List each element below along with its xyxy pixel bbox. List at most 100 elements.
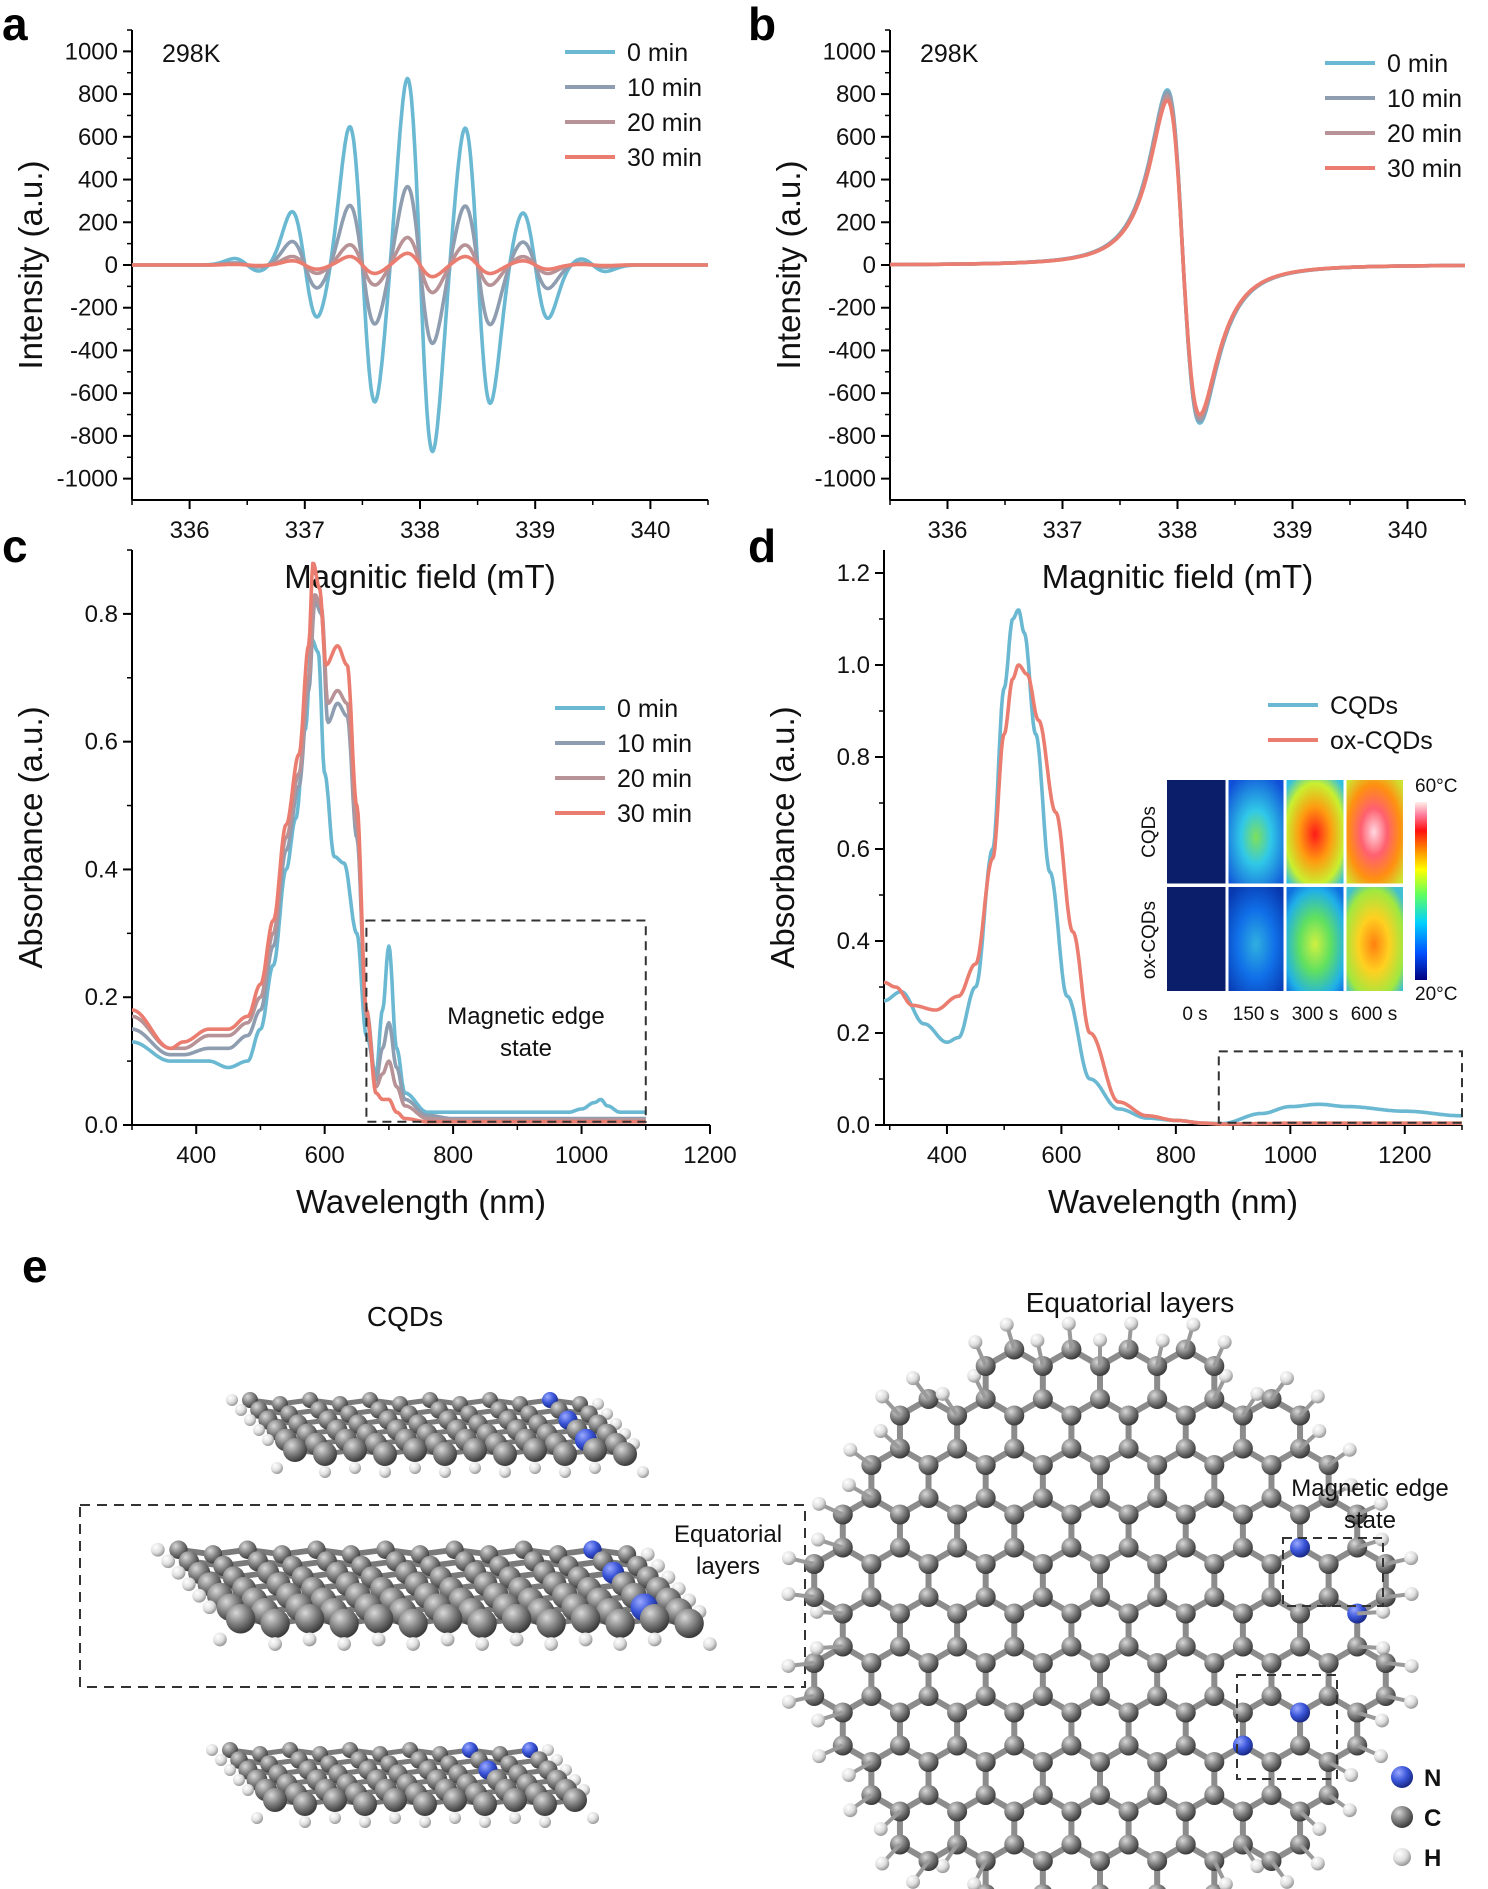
hydrogen-atom (406, 1637, 420, 1651)
series-line-30-min (131, 561, 647, 1124)
hydrogen-atom (587, 1812, 599, 1824)
y-tick-label: 400 (78, 167, 118, 194)
carbon-atom (1148, 1884, 1166, 1889)
carbon-atom (493, 1442, 517, 1466)
carbon-atom (1090, 1851, 1110, 1871)
carbon-atom (1004, 1603, 1025, 1624)
carbon-atom (563, 1788, 587, 1812)
y-axis-title: Intensity (a.u.) (12, 160, 49, 369)
carbon-atom (1261, 1455, 1282, 1475)
hydrogen-atom (1218, 1877, 1233, 1889)
y-tick-label: -800 (70, 423, 118, 450)
legend-entry: 20 min (1387, 120, 1462, 148)
carbon-atom (1261, 1686, 1282, 1706)
equatorial-layers-label-line1: Equatorial (674, 1521, 782, 1548)
carbon-atom (1061, 1735, 1082, 1756)
hydrogen-atom (781, 1694, 796, 1709)
carbon-atom (1175, 1504, 1196, 1525)
cqds-stacked-layers-model (150, 1392, 717, 1828)
carbon-atom (1261, 1554, 1282, 1574)
edge-state-box-2 (1236, 1674, 1338, 1780)
carbon-atom (918, 1455, 939, 1475)
carbon-atom (947, 1801, 968, 1822)
carbon-atom (463, 1438, 487, 1462)
carbon-atom (1261, 1785, 1282, 1805)
y-tick-label: 0 (105, 252, 118, 279)
legend-nitrogen-label: N (1424, 1765, 1441, 1792)
hydrogen-atom (841, 1478, 856, 1492)
carbon-atom (918, 1686, 939, 1706)
y-tick-label: 0 (863, 252, 876, 279)
y-tick-label: -800 (828, 423, 876, 450)
inset-row-label-cqds: CQDs (1139, 806, 1160, 858)
hydrogen-atom (262, 1434, 274, 1446)
hydrogen-atom (213, 1632, 227, 1647)
carbon-atom (413, 1792, 437, 1816)
carbon-atom (1318, 1686, 1339, 1706)
carbon-atom (889, 1603, 910, 1624)
x-tick-label: 600 (305, 1142, 345, 1169)
hydrogen-atom (1342, 1803, 1357, 1818)
carbon-atom (503, 1788, 527, 1812)
equatorial-model-title: Equatorial layers (1026, 1287, 1235, 1318)
hydrogen-atom (1250, 1386, 1265, 1401)
hydrogen-atom (253, 1424, 265, 1436)
carbon-atom (329, 1608, 359, 1639)
x-tick-label: 338 (1157, 517, 1197, 544)
y-tick-label: 1.2 (837, 560, 870, 587)
carbon-atom (889, 1702, 910, 1723)
carbon-atom (1004, 1504, 1025, 1525)
panel-letter-e: e (22, 1240, 48, 1292)
carbon-atom (889, 1636, 910, 1657)
hydrogen-atom (475, 1637, 489, 1651)
hydrogen-atom (337, 1637, 351, 1651)
hydrogen-atom (161, 1554, 176, 1569)
hydrogen-atom (875, 1856, 890, 1871)
carbon-atom (918, 1554, 939, 1574)
thermal-cqds-0s (1167, 780, 1227, 884)
y-tick-label: -600 (828, 380, 876, 407)
carbon-atom (1004, 1735, 1025, 1756)
panel-letter-d: d (748, 520, 776, 572)
carbon-atom (1175, 1735, 1196, 1756)
legend-carbon-atom (1391, 1806, 1413, 1828)
hydrogen-atom (1093, 1333, 1107, 1347)
hydrogen-atom (271, 1462, 283, 1474)
chart-b-epr-spectra: 336 337 338 339 340 -1000 -800 -600 -400 -200 0 200… (770, 29, 1466, 595)
hydrogen-atom (1404, 1658, 1419, 1673)
nir-region-box (1217, 1050, 1464, 1124)
hydrogen-atom (809, 1604, 824, 1619)
y-tick-label: 200 (78, 209, 118, 236)
hydrogen-atom (171, 1565, 186, 1580)
carbon-atom (1290, 1636, 1311, 1657)
y-tick-label: 0.8 (837, 744, 870, 771)
thermal-image-inset: 60°C 20°C CQDs ox-CQDs 0 s 150 s 300 s 6… (1139, 776, 1457, 1025)
y-tick-label: 0.6 (837, 836, 870, 863)
carbon-atom (1091, 1884, 1109, 1889)
carbon-atom (861, 1554, 882, 1574)
carbon-atom (1232, 1636, 1253, 1657)
y-axis-title: Absorbance (a.u.) (764, 706, 801, 968)
carbon-atom (1290, 1603, 1311, 1624)
hydrogen-atom (439, 1466, 451, 1478)
carbon-atom (1175, 1636, 1196, 1657)
carbon-atom (674, 1608, 704, 1639)
carbon-atom (1061, 1801, 1082, 1822)
colorbar-min-label: 20°C (1415, 984, 1457, 1005)
hydrogen-atom (479, 1816, 491, 1828)
hydrogen-atom (1186, 1317, 1201, 1332)
legend-entry: 10 min (617, 730, 692, 758)
carbon-atom (1147, 1488, 1168, 1508)
carbon-atom (1061, 1438, 1082, 1459)
carbon-atom (1118, 1636, 1139, 1657)
carbon-atom (1004, 1801, 1025, 1822)
x-tick-label: 337 (285, 517, 325, 544)
y-axis-title: Absorbance (a.u.) (12, 706, 49, 968)
carbon-atom (1232, 1504, 1253, 1525)
carbon-atom (1232, 1438, 1253, 1459)
x-tick-label: 800 (433, 1142, 473, 1169)
carbon-atom (293, 1792, 317, 1816)
carbon-atom (398, 1608, 428, 1639)
carbon-atom (1061, 1504, 1082, 1525)
carbon-atom (263, 1788, 287, 1812)
